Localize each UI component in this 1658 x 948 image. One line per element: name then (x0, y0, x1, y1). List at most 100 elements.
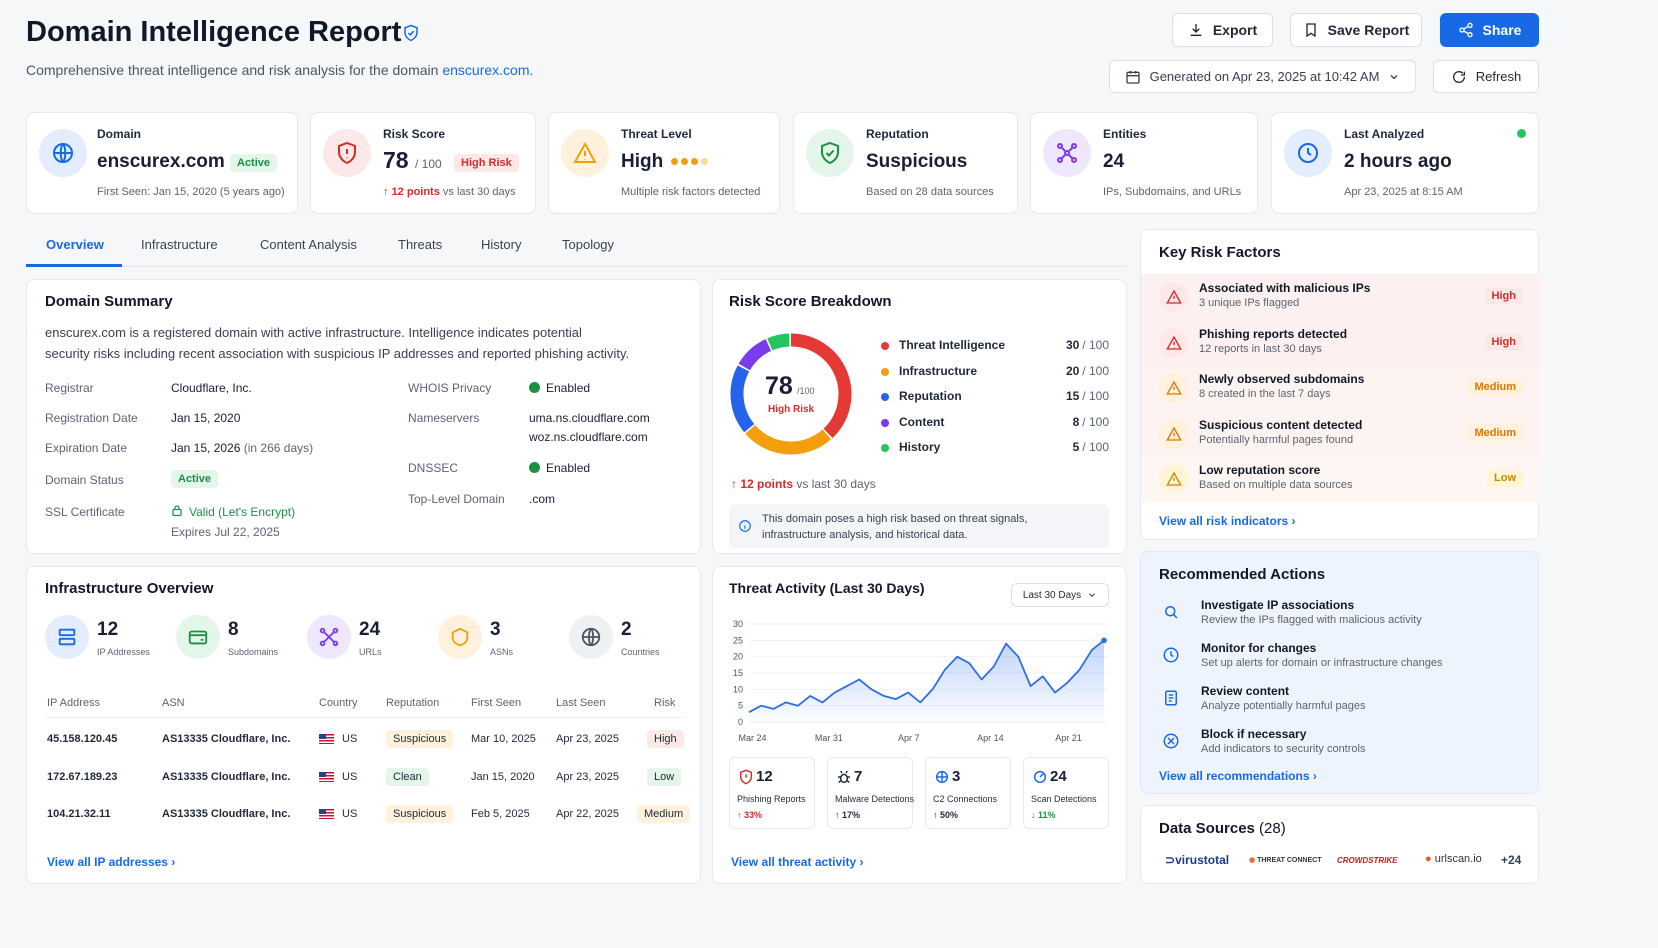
risk-info-note: This domain poses a high risk based on t… (729, 504, 1109, 548)
infrastructure-overview-card: Infrastructure Overview View all IP addr… (26, 566, 701, 884)
stat-card-risk: Risk Score 78 / 100 High Risk ↑ 12 point… (310, 112, 536, 214)
download-icon (1190, 24, 1202, 36)
threat-activity-chart: 0 5 10 15 20 25 30 Mar 24 Mar 31 Apr 7 Apr 14 Apr 2… (733, 619, 1108, 743)
us-flag-icon (319, 734, 334, 744)
y-tick-label: 0 (738, 717, 743, 727)
status-badge: Active (230, 154, 278, 172)
table-header: IP Address (47, 697, 100, 709)
alert-icon (1159, 373, 1189, 403)
x-tick-label: Apr 14 (977, 733, 1004, 743)
source-logo-crowdstrike: CROWDSTRIKE (1337, 856, 1398, 865)
more-sources-count[interactable]: +24 (1501, 853, 1522, 867)
server-icon (45, 615, 89, 659)
save-report-button[interactable]: Save Report (1290, 13, 1422, 47)
domain-status-badge: Active (171, 470, 219, 488)
domain-value: enscurex.com (97, 151, 225, 172)
tab-topology[interactable]: Topology (562, 237, 615, 252)
recommended-action-item[interactable]: Block if necessary Add indicators to secu… (1159, 727, 1529, 769)
infra-count[interactable]: 12 IP Addresses (45, 615, 165, 661)
domain-link[interactable]: enscurex.com. (442, 62, 534, 78)
view-all-risk-indicators-link[interactable]: View all risk indicators › (1159, 514, 1296, 528)
tab-history[interactable]: History (481, 237, 522, 252)
risk-level-badge: High (1484, 287, 1523, 305)
tab-content-analysis[interactable]: Content Analysis (260, 237, 357, 252)
risk-level-badge: High (1484, 332, 1523, 351)
infra-count[interactable]: 3 ASNs (438, 615, 558, 661)
export-button[interactable]: Export (1172, 13, 1273, 47)
table-divider (45, 717, 685, 718)
risk-factor-item[interactable]: Associated with malicious IPs 3 unique IP… (1141, 274, 1539, 320)
legend-item: Infrastructure 20/ 100 (881, 363, 1109, 381)
infra-count[interactable]: 8 Subdomains (176, 615, 296, 661)
recommended-action-item[interactable]: Review content Analyze potentially harmfu… (1159, 684, 1529, 726)
reputation-badge: Suspicious (386, 805, 454, 823)
refresh-button[interactable]: Refresh (1433, 60, 1539, 93)
table-row[interactable]: 172.67.189.23 AS13335 Cloudflare, Inc. US C… (27, 763, 702, 795)
recommended-action-item[interactable]: Monitor for changes Set up alerts for dom… (1159, 641, 1529, 683)
alert-icon (1159, 464, 1189, 494)
shield-asn-icon (438, 615, 482, 659)
y-tick-label: 20 (733, 652, 743, 662)
table-row[interactable]: 45.158.120.45 AS13335 Cloudflare, Inc. US S… (27, 725, 702, 757)
chevron-down-icon (1089, 593, 1096, 597)
donut-score: 78 (765, 372, 793, 400)
legend-item: Reputation 15/ 100 (881, 388, 1109, 406)
document-icon (1159, 686, 1183, 710)
alert-icon (1159, 327, 1189, 358)
y-tick-label: 5 (738, 701, 743, 711)
shield-check-icon (404, 24, 418, 42)
legend-dot (881, 367, 889, 376)
donut-slice-1 (745, 424, 832, 455)
view-all-threat-activity-link[interactable]: View all threat activity › (731, 855, 864, 869)
generated-date-dropdown[interactable]: Generated on Apr 23, 2025 at 10:42 AM (1109, 60, 1416, 93)
legend-dot (881, 393, 889, 401)
globe-icon (39, 129, 87, 177)
threat-metric-card[interactable]: 3 C2 Connections ↑ 50% (925, 757, 1011, 829)
tab-overview[interactable]: Overview (46, 237, 104, 252)
shield-check-icon (806, 129, 854, 177)
legend-item: Content 8/ 100 (881, 414, 1109, 432)
threat-metric-card[interactable]: 12 Phishing Reports ↑ 33% (729, 757, 815, 829)
risk-factor-item[interactable]: Phishing reports detected 12 reports in l… (1141, 319, 1539, 366)
share-button[interactable]: Share (1440, 13, 1539, 47)
recommended-action-item[interactable]: Investigate IP associations Review the IP… (1159, 598, 1529, 640)
domain-summary-card: Domain Summary enscurex.com is a registe… (26, 279, 701, 554)
stat-card-last-analyzed: Last Analyzed 2 hours ago Apr 23, 2025 a… (1271, 112, 1539, 214)
risk-factor-item[interactable]: Low reputation score Based on multiple da… (1141, 456, 1539, 502)
range-dropdown[interactable]: Last 30 Days (1011, 583, 1109, 607)
data-sources-card: Data Sources (28) ⊃virustotal ◉ THREAT C… (1140, 805, 1539, 884)
reputation-badge: Suspicious (386, 730, 454, 748)
risk-donut-chart (730, 333, 852, 455)
legend-dot (881, 418, 889, 427)
risk-factor-item[interactable]: Newly observed subdomains 8 created in th… (1141, 365, 1539, 411)
us-flag-icon (319, 771, 334, 782)
threat-activity-title: Threat Activity (Last 30 Days) (729, 580, 925, 596)
active-tab-underline (26, 264, 122, 267)
chevron-down-icon (1390, 74, 1398, 79)
crosshair-icon (934, 769, 950, 785)
share-icon (1458, 22, 1473, 38)
tab-infrastructure[interactable]: Infrastructure (141, 237, 218, 252)
risk-factor-item[interactable]: Suspicious content detected Potentially h… (1141, 410, 1539, 457)
risk-badge: Medium (637, 805, 691, 823)
table-header: Country (319, 697, 358, 709)
infra-count[interactable]: 24 URLs (307, 615, 427, 661)
view-all-ip-addresses-link[interactable]: View all IP addresses › (47, 855, 176, 869)
threat-metric-card[interactable]: 24 Scan Detections ↓ 11% (1023, 757, 1109, 829)
tab-threats[interactable]: Threats (398, 237, 443, 252)
x-tick-label: Apr 7 (898, 733, 920, 743)
check-circle-icon (529, 462, 540, 473)
table-header: First Seen (471, 697, 522, 709)
table-header: Reputation (386, 697, 440, 709)
infra-count[interactable]: 2 Countries (569, 615, 689, 661)
risk-badge: High (647, 730, 684, 748)
view-all-recommendations-link[interactable]: View all recommendations › (1159, 769, 1317, 783)
reputation-badge: Clean (386, 767, 429, 786)
page-subtitle: Comprehensive threat intelligence and ri… (26, 62, 534, 78)
x-tick-label: Apr 21 (1055, 733, 1082, 743)
donut-slice-3 (738, 339, 772, 371)
table-row[interactable]: 104.21.32.11 AS13335 Cloudflare, Inc. US Su… (27, 800, 702, 832)
recommended-actions-title: Recommended Actions (1159, 566, 1326, 583)
threat-metric-card[interactable]: 7 Malware Detections ↑ 17% (827, 757, 914, 829)
globe-icon (569, 615, 613, 659)
